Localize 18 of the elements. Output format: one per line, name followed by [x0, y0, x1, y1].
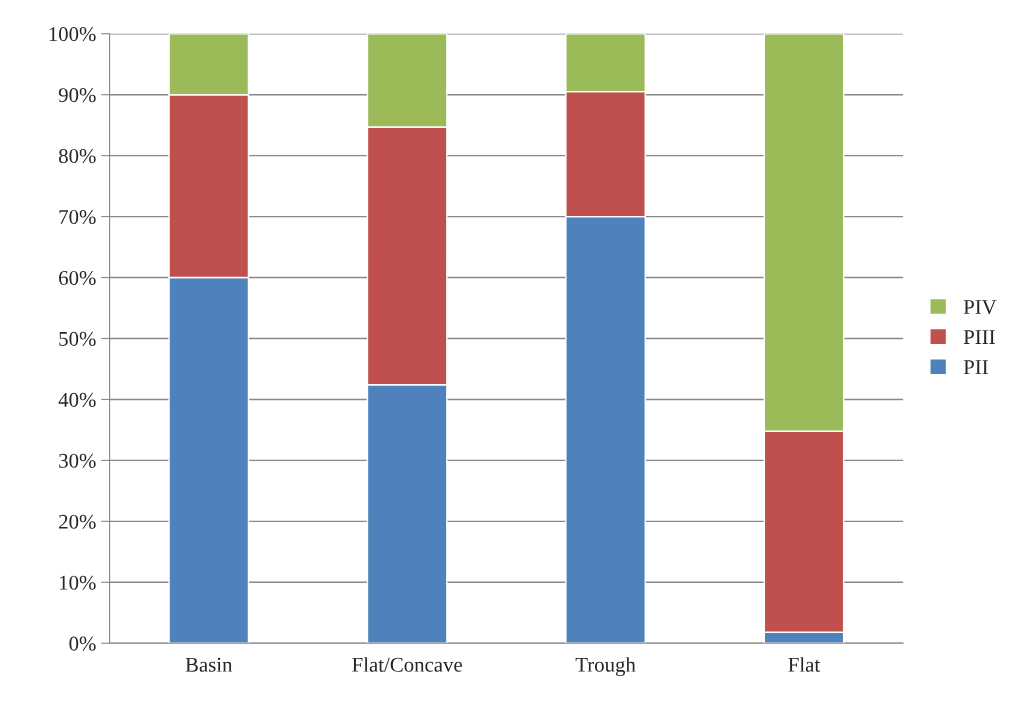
- y-tick-label: 60%: [59, 270, 96, 286]
- y-tick-label: 10%: [60, 575, 96, 590]
- y-tick-label: 30%: [59, 453, 96, 468]
- y-tick-label: 40%: [58, 392, 96, 407]
- y-tick-label: 90%: [58, 88, 96, 103]
- y-tick-label: 50%: [59, 331, 96, 346]
- legend-label: PII: [963, 360, 988, 374]
- legend-label: PIV: [963, 300, 997, 315]
- x-tick-label: Basin: [185, 657, 233, 672]
- y-tick-label: 20%: [59, 514, 96, 529]
- legend-label: PIII: [963, 330, 995, 344]
- y-tick-label: 100%: [49, 27, 96, 42]
- x-tick-label: Trough: [575, 657, 636, 677]
- x-tick-label: Flat: [788, 657, 821, 672]
- y-tick-label: 70%: [59, 209, 96, 225]
- x-tick-label: Flat/Concave: [352, 657, 462, 672]
- y-tick-label: 0%: [69, 636, 96, 651]
- y-tick-label: 80%: [58, 149, 96, 164]
